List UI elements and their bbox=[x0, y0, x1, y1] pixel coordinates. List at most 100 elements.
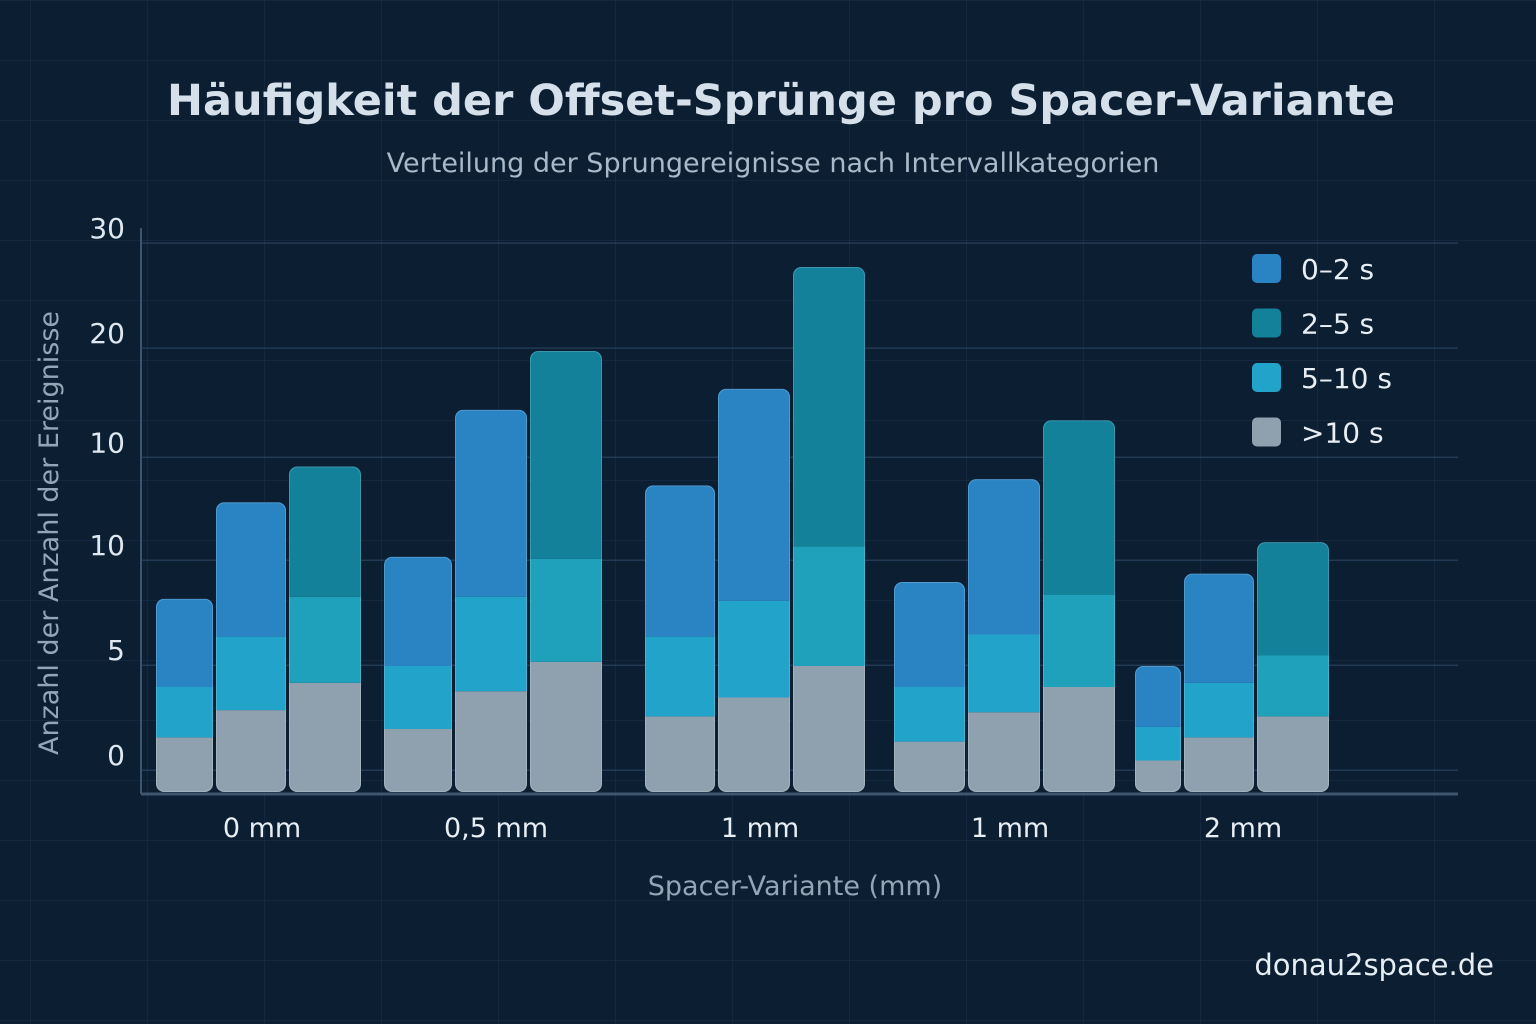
bar-segment bbox=[156, 598, 213, 687]
bar-segment bbox=[384, 666, 452, 729]
x-axis-label: Spacer-Variante (mm) bbox=[648, 871, 942, 902]
bar-segment bbox=[1135, 760, 1181, 792]
bar-segment bbox=[1257, 655, 1329, 717]
bar-segment bbox=[384, 556, 452, 666]
bar-segment bbox=[894, 582, 965, 687]
bar-segment bbox=[455, 596, 527, 692]
bar-segment bbox=[289, 466, 361, 597]
bar-group bbox=[645, 267, 865, 792]
bar-segment bbox=[1257, 542, 1329, 656]
x-tick-label: 1 mm bbox=[721, 813, 799, 844]
legend: 0–2 s 2–5 s 5–10 s >10 s bbox=[1252, 253, 1392, 450]
bar-segment bbox=[530, 558, 602, 662]
x-tick-label: 0,5 mm bbox=[444, 813, 548, 844]
stacked-bar bbox=[968, 479, 1040, 792]
bar-segment bbox=[1043, 594, 1115, 687]
bar-segment bbox=[894, 687, 965, 742]
bar-segment bbox=[216, 636, 286, 711]
stacked-bar bbox=[1257, 542, 1329, 792]
bar-segment bbox=[968, 479, 1040, 635]
bar-outline bbox=[216, 502, 286, 792]
plot-frame bbox=[140, 228, 1458, 796]
legend-item: 0–2 s bbox=[1252, 253, 1374, 286]
bar-segment bbox=[1043, 420, 1115, 595]
bar-outline bbox=[384, 556, 452, 792]
stacked-bar bbox=[156, 598, 213, 792]
bar-outline bbox=[1043, 420, 1115, 792]
bar-segment bbox=[645, 485, 715, 637]
stacked-bar bbox=[718, 388, 790, 792]
bar-group bbox=[1135, 542, 1329, 792]
bar-segment bbox=[793, 666, 865, 792]
stacked-bar bbox=[530, 351, 602, 792]
x-ticks: 0 mm 0,5 mm 1 mm 1 mm 2 mm bbox=[223, 813, 1282, 844]
bar-segment bbox=[1184, 573, 1254, 683]
bar-outline bbox=[289, 466, 361, 792]
x-tick-label: 0 mm bbox=[223, 813, 301, 844]
x-tick-label: 2 mm bbox=[1204, 813, 1282, 844]
legend-label: 0–2 s bbox=[1301, 253, 1374, 286]
bar-segment bbox=[645, 716, 715, 792]
bar-outline bbox=[968, 479, 1040, 792]
chart-title: Häufigkeit der Offset-Sprünge pro Spacer… bbox=[167, 76, 1395, 126]
bar-outline bbox=[718, 388, 790, 792]
y-tick-label: 20 bbox=[89, 317, 125, 350]
bar-segment bbox=[216, 710, 286, 792]
legend-swatch bbox=[1252, 254, 1281, 283]
bar-group bbox=[384, 351, 602, 792]
legend-label: 2–5 s bbox=[1301, 308, 1374, 341]
stacked-bar bbox=[455, 409, 527, 792]
bar-outline bbox=[793, 267, 865, 792]
legend-label: 5–10 s bbox=[1301, 362, 1392, 395]
bar-segment bbox=[718, 697, 790, 792]
bar-segment bbox=[968, 634, 1040, 713]
stacked-bar bbox=[1135, 666, 1181, 792]
bar-segment bbox=[793, 267, 865, 547]
bar-outline bbox=[455, 409, 527, 792]
stacked-bar bbox=[384, 556, 452, 792]
y-tick-label: 10 bbox=[89, 529, 125, 562]
bar-outline bbox=[894, 582, 965, 792]
bar-segment bbox=[216, 502, 286, 637]
bar-outline bbox=[645, 485, 715, 792]
stacked-bar bbox=[894, 582, 965, 792]
legend-label: >10 s bbox=[1301, 417, 1384, 450]
legend-item: 5–10 s bbox=[1252, 362, 1392, 395]
bar-segment bbox=[156, 687, 213, 738]
x-tick-label: 1 mm bbox=[971, 813, 1049, 844]
bar-segment bbox=[1043, 687, 1115, 792]
stacked-bar bbox=[645, 485, 715, 792]
stacked-bar bbox=[793, 267, 865, 792]
bar-segment bbox=[156, 737, 213, 792]
chart-subtitle: Verteilung der Sprungereignisse nach Int… bbox=[387, 148, 1160, 179]
bar-segment bbox=[1135, 726, 1181, 761]
stacked-bar bbox=[289, 466, 361, 792]
bar-segment bbox=[289, 596, 361, 683]
bar-outline bbox=[1257, 542, 1329, 792]
y-tick-label: 5 bbox=[107, 634, 125, 667]
stacked-bar bbox=[216, 502, 286, 792]
legend-item: >10 s bbox=[1252, 417, 1384, 450]
bar-segment bbox=[968, 712, 1040, 792]
bar-segment bbox=[1135, 666, 1181, 727]
bar-segment bbox=[1184, 682, 1254, 738]
bar-segment bbox=[718, 388, 790, 601]
bar-segment bbox=[894, 741, 965, 792]
y-axis-label: Anzahl der Anzahl der Ereignisse bbox=[34, 311, 65, 755]
bar-outline bbox=[530, 351, 602, 792]
bar-outline bbox=[1135, 666, 1181, 792]
bar-group bbox=[156, 466, 361, 792]
legend-item: 2–5 s bbox=[1252, 308, 1374, 341]
bar-segment bbox=[530, 351, 602, 559]
legend-swatch bbox=[1252, 417, 1281, 447]
bar-segment bbox=[384, 729, 452, 792]
stacked-bar bbox=[1043, 420, 1115, 792]
bar-group bbox=[894, 420, 1115, 792]
bar-segment bbox=[1257, 716, 1329, 792]
bar-segment bbox=[530, 661, 602, 792]
watermark: donau2space.de bbox=[1254, 948, 1494, 982]
bar-segment bbox=[289, 682, 361, 792]
bar-segment bbox=[793, 546, 865, 666]
bar-segment bbox=[455, 409, 527, 597]
